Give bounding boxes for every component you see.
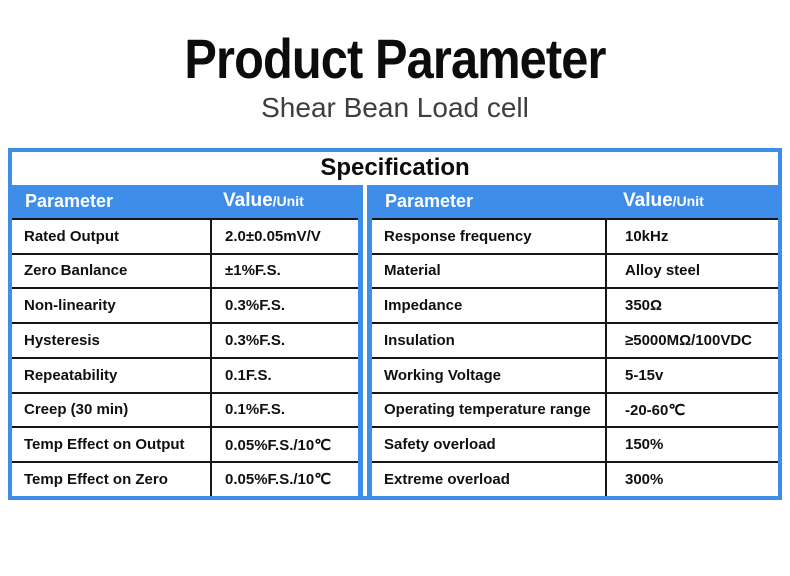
value-cell: 2.0±0.05mV/V bbox=[210, 219, 358, 253]
table-row: Hysteresis 0.3%F.S. bbox=[12, 322, 358, 357]
value-label: Value bbox=[223, 190, 273, 212]
table-row: Impedance 350Ω bbox=[372, 287, 778, 323]
page-title: Product Parameter bbox=[184, 27, 606, 90]
table-row: Repeatability 0.1F.S. bbox=[12, 356, 358, 392]
parameter-cell: Working Voltage bbox=[384, 366, 501, 384]
unit-label: /Unit bbox=[272, 193, 304, 210]
value-cell: 0.1%F.S. bbox=[210, 393, 358, 427]
value-cell: 0.3%F.S. bbox=[210, 324, 358, 357]
table-row: Rated Output 2.0±0.05mV/V bbox=[12, 217, 358, 253]
right-table: Parameter Value /Unit Response frequency… bbox=[372, 184, 778, 496]
parameter-cell: Hysteresis bbox=[24, 331, 100, 349]
parameter-cell: Temp Effect on Zero bbox=[24, 470, 168, 488]
value-unit-column-header: Value /Unit bbox=[605, 190, 778, 212]
table-gap-divider bbox=[358, 184, 372, 496]
parameter-cell: Operating temperature range bbox=[384, 401, 591, 419]
parameter-cell: Safety overload bbox=[384, 436, 496, 454]
page-subtitle: Shear Bean Load cell bbox=[261, 91, 529, 123]
table-row: Response frequency 10kHz bbox=[372, 217, 778, 253]
tables-row: Parameter Value /Unit Rated Output 2.0±0.… bbox=[12, 184, 778, 496]
value-cell: 0.05%F.S./10℃ bbox=[210, 428, 358, 462]
value-cell: 0.3%F.S. bbox=[210, 289, 358, 323]
left-table: Parameter Value /Unit Rated Output 2.0±0.… bbox=[12, 184, 358, 496]
value-cell: 0.05%F.S./10℃ bbox=[210, 463, 358, 496]
page: Product Parameter Shear Bean Load cell S… bbox=[0, 28, 790, 500]
parameter-cell: Material bbox=[384, 262, 441, 280]
value-cell: -20-60℃ bbox=[605, 393, 778, 427]
value-cell: 150% bbox=[605, 428, 778, 462]
value-cell: ≥5000MΩ/100VDC bbox=[605, 324, 778, 357]
parameter-column-header: Parameter bbox=[385, 190, 474, 211]
parameter-column-header: Parameter bbox=[25, 190, 114, 211]
table-row: Working Voltage 5-15v bbox=[372, 356, 778, 392]
table-row: Temp Effect on Output 0.05%F.S./10℃ bbox=[12, 426, 358, 462]
right-table-body: Response frequency 10kHz Material Alloy ste… bbox=[372, 217, 778, 496]
parameter-cell: Rated Output bbox=[24, 227, 119, 245]
value-cell: Alloy steel bbox=[605, 254, 778, 288]
value-label: Value bbox=[623, 190, 673, 212]
table-row: Insulation ≥5000MΩ/100VDC bbox=[372, 322, 778, 357]
left-table-body: Rated Output 2.0±0.05mV/V Zero Banlance ±1%… bbox=[12, 217, 358, 496]
parameter-cell: Impedance bbox=[384, 297, 463, 315]
table-row: Creep (30 min) 0.1%F.S. bbox=[12, 391, 358, 427]
table-row: Zero Banlance ±1%F.S. bbox=[12, 252, 358, 288]
parameter-cell: Temp Effect on Output bbox=[24, 436, 185, 454]
table-row: Safety overload 150% bbox=[372, 426, 778, 462]
table-row: Operating temperature range -20-60℃ bbox=[372, 391, 778, 427]
value-cell: 0.1F.S. bbox=[210, 358, 358, 392]
left-table-header-row: Parameter Value /Unit bbox=[12, 184, 358, 218]
table-row: Material Alloy steel bbox=[372, 252, 778, 288]
parameter-cell: Creep (30 min) bbox=[24, 401, 129, 419]
parameter-cell: Repeatability bbox=[24, 366, 118, 384]
value-cell: ±1%F.S. bbox=[210, 254, 358, 288]
unit-label: /Unit bbox=[672, 193, 704, 210]
parameter-cell: Insulation bbox=[384, 331, 455, 349]
value-cell: 5-15v bbox=[605, 358, 778, 392]
table-row: Extreme overload 300% bbox=[372, 461, 778, 496]
parameter-cell: Zero Banlance bbox=[24, 262, 128, 280]
specification-table: Specification Parameter Value /Unit Rate… bbox=[8, 147, 782, 500]
parameter-cell: Extreme overload bbox=[384, 470, 510, 488]
specification-title: Specification bbox=[320, 154, 470, 182]
parameter-cell: Response frequency bbox=[384, 227, 532, 245]
value-cell: 300% bbox=[605, 463, 778, 496]
parameter-cell: Non-linearity bbox=[24, 297, 116, 315]
table-row: Temp Effect on Zero 0.05%F.S./10℃ bbox=[12, 461, 358, 496]
table-row: Non-linearity 0.3%F.S. bbox=[12, 287, 358, 323]
value-unit-column-header: Value /Unit bbox=[210, 190, 358, 212]
value-cell: 10kHz bbox=[605, 219, 778, 253]
right-table-header-row: Parameter Value /Unit bbox=[372, 184, 778, 218]
value-cell: 350Ω bbox=[605, 289, 778, 323]
